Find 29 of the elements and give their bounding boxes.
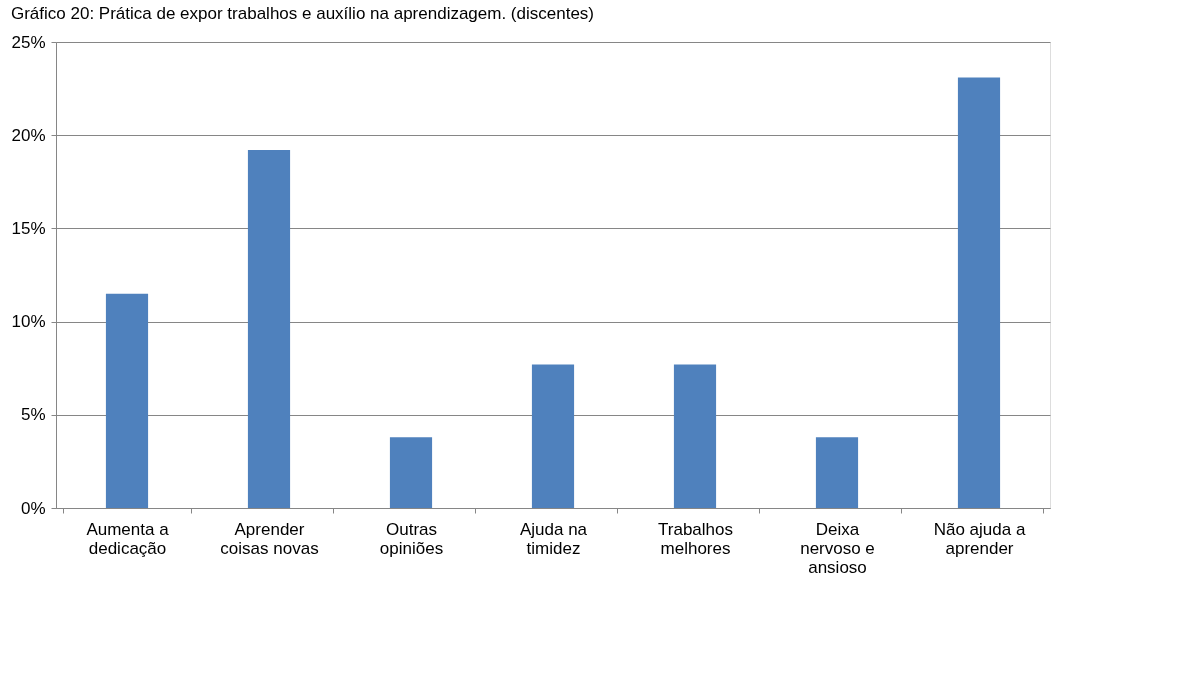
category-label: Ajuda na — [519, 519, 588, 539]
category-label: Trabalhos — [658, 519, 733, 539]
bar — [389, 437, 433, 508]
category-label: nervoso e — [800, 538, 875, 558]
category-label: opiniões — [379, 538, 444, 558]
category-label: Não ajuda a — [933, 519, 1026, 539]
bar — [673, 364, 717, 508]
y-tick-label: 25% — [11, 32, 46, 52]
bar — [815, 437, 859, 508]
y-tick-label: 10% — [11, 312, 46, 332]
category-label: Outras — [385, 519, 438, 539]
category-label: Deixa — [815, 519, 860, 539]
bar — [957, 77, 1001, 508]
chart-title: Gráfico 20: Prática de expor trabalhos e auxílio na aprendizagem. (discentes) — [10, 4, 595, 23]
bar — [531, 364, 575, 508]
bar — [105, 293, 149, 508]
category-label: coisas novas — [220, 538, 319, 558]
y-tick-label: 15% — [11, 218, 46, 238]
category-label: Aprender — [234, 519, 305, 539]
category-label: dedicação — [88, 538, 167, 558]
category-label: timidez — [526, 538, 581, 558]
category-label: melhores — [660, 538, 731, 558]
y-tick-label: 0% — [20, 498, 46, 518]
y-tick-label: 20% — [11, 125, 46, 145]
category-label: Aumenta a — [86, 519, 169, 539]
category-label: ansioso — [808, 557, 867, 577]
category-label: aprender — [945, 538, 1014, 558]
bar — [247, 150, 291, 508]
y-tick-label: 5% — [20, 405, 46, 425]
